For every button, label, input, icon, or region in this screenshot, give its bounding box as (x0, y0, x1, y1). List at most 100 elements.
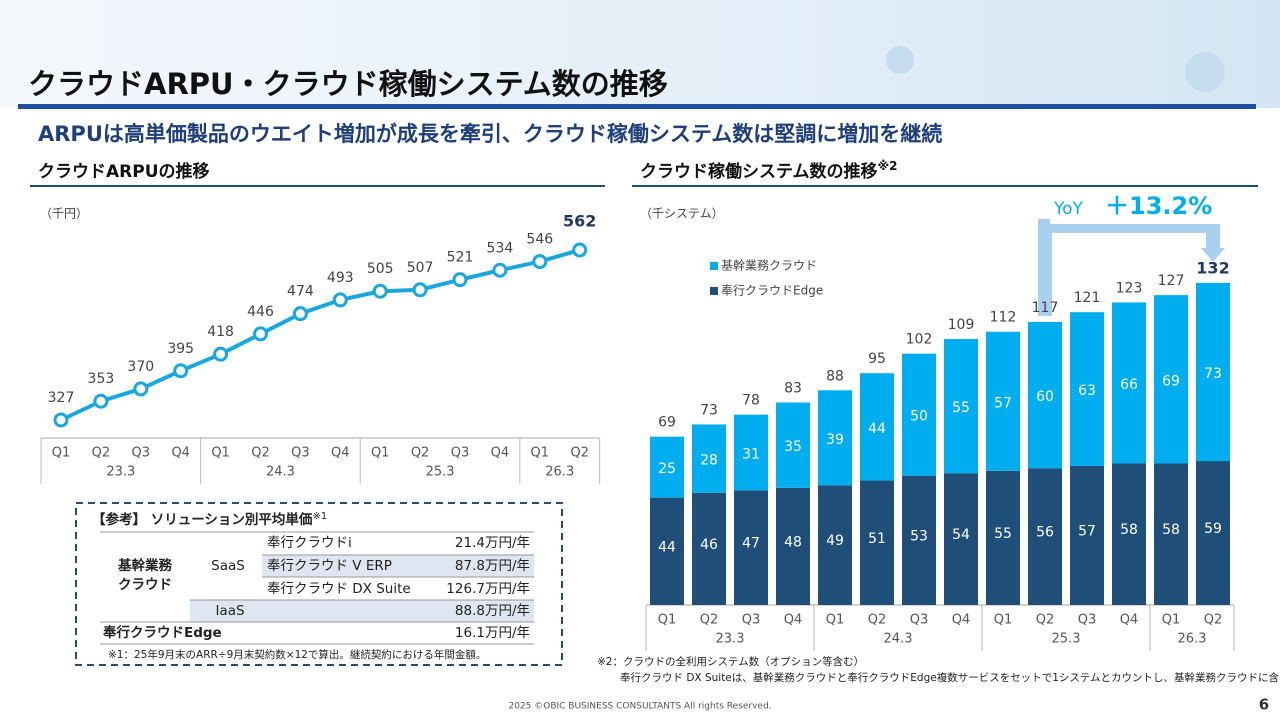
x-tick-label: Q2 (868, 613, 887, 628)
x-tick-label: Q4 (1120, 613, 1139, 628)
x-tick-label: Q2 (700, 613, 719, 628)
chart-title-note: ※2 (878, 159, 898, 173)
bar-segment (650, 497, 684, 605)
segment-label: 31 (742, 447, 760, 463)
legend-label: 基幹業務クラウド (721, 258, 817, 273)
table-subgroup: IaaS (215, 603, 244, 619)
page-number: 6 (1259, 696, 1269, 714)
bar-segment (902, 353, 936, 476)
bar-segment (1196, 282, 1230, 462)
x-tick-label: Q4 (171, 446, 190, 461)
data-label: 370 (127, 359, 154, 375)
decor (1185, 52, 1225, 92)
segment-label: 28 (700, 453, 718, 469)
x-tick-label: Q1 (994, 613, 1013, 628)
table-group: クラウド (118, 577, 172, 593)
total-label: 123 (1116, 280, 1143, 296)
table-cell: 16.1万円/年 (455, 625, 530, 641)
segment-label: 47 (742, 536, 760, 552)
data-label: 562 (563, 212, 596, 231)
x-tick-label: Q1 (826, 613, 845, 628)
x-tick-label: Q1 (1162, 613, 1181, 628)
x-tick-label: Q2 (1036, 613, 1055, 628)
table-title-text: 【参考】 ソリューション別平均単価 (92, 511, 313, 528)
x-tick-label: Q2 (251, 446, 270, 461)
total-label: 102 (906, 332, 933, 348)
point (372, 283, 388, 299)
point (213, 346, 229, 362)
segment-label: 73 (1204, 366, 1222, 382)
data-label: 534 (487, 240, 514, 256)
point (253, 326, 268, 342)
x-tick-label: Q1 (211, 446, 230, 461)
table-title: 【参考】 ソリューション別平均単価※1 (92, 511, 327, 528)
bar-segment (1154, 295, 1188, 464)
x-tick-label: Q4 (331, 446, 350, 461)
year-label: 26.3 (1178, 632, 1207, 647)
data-label: 327 (48, 390, 75, 406)
point (292, 306, 308, 322)
segment-label: 55 (994, 526, 1012, 542)
bar-segment (1112, 463, 1146, 605)
segment-label: 48 (784, 534, 802, 550)
total-label: 117 (1032, 300, 1059, 316)
year-label: 23.3 (716, 632, 745, 647)
yoy-arrow (1038, 219, 1220, 316)
slide-title: クラウドARPU・クラウド稼働システム数の推移 (28, 67, 668, 101)
footnote: ※2：クラウドの全利用システム数（オプション等含む） (597, 655, 864, 668)
data-label: 507 (407, 260, 434, 276)
total-label: 95 (868, 351, 886, 367)
data-label: 446 (247, 304, 274, 320)
total-label: 121 (1074, 290, 1101, 306)
x-tick-label: Q1 (658, 613, 677, 628)
row-bg (190, 600, 534, 622)
total-label: 112 (990, 310, 1017, 326)
legend-label: 奉行クラウドEdge (721, 284, 823, 298)
bar-segment (734, 490, 768, 605)
point (572, 242, 588, 258)
table-cell: 126.7万円/年 (446, 581, 530, 597)
subtitle: ARPUは高単価製品のウエイト増加が成長を牽引、クラウド稼働システム数は堅調に増… (38, 122, 942, 146)
table-title-note: ※1 (312, 511, 327, 522)
segment-label: 51 (868, 531, 886, 547)
year-label: 26.3 (545, 465, 574, 480)
segment-label: 63 (1078, 383, 1096, 399)
row-bg (262, 555, 534, 577)
point (53, 412, 69, 428)
segment-label: 49 (826, 533, 844, 549)
title-rule (18, 104, 1256, 109)
x-tick-label: Q4 (784, 613, 803, 628)
year-label: 25.3 (1052, 632, 1081, 647)
point (532, 254, 548, 270)
table-cell: 奉行クラウドEdge (103, 624, 222, 641)
total-label: 83 (784, 380, 802, 396)
segment-label: 35 (784, 439, 802, 455)
x-tick-label: Q3 (742, 613, 761, 628)
unit-label: （千円） (40, 207, 88, 221)
bar-segment (944, 339, 978, 474)
x-tick-label: Q2 (92, 446, 111, 461)
x-tick-label: Q4 (952, 613, 971, 628)
bar-segment (1196, 461, 1230, 605)
segment-label: 69 (1162, 373, 1180, 389)
data-label: 353 (88, 371, 115, 387)
x-tick-label: Q2 (1204, 613, 1223, 628)
table-subgroup: SaaS (211, 558, 245, 574)
bar-segment (860, 480, 894, 605)
segment-label: 66 (1120, 377, 1138, 393)
x-tick-label: Q2 (411, 446, 430, 461)
table-cell: 21.4万円/年 (455, 535, 530, 551)
segment-label: 56 (1036, 525, 1054, 541)
bar-segment (818, 390, 852, 486)
bar-segment (986, 470, 1020, 605)
yoy-arrowhead (1201, 248, 1225, 262)
total-label: 88 (826, 368, 844, 384)
bar-segment (776, 487, 810, 605)
bar-segment (692, 424, 726, 493)
x-tick-label: Q1 (371, 446, 390, 461)
bar-segment (986, 331, 1020, 471)
segment-label: 57 (1078, 523, 1096, 539)
segment-label: 60 (1036, 389, 1054, 405)
x-tick-label: Q3 (132, 446, 151, 461)
segment-label: 25 (658, 461, 676, 477)
